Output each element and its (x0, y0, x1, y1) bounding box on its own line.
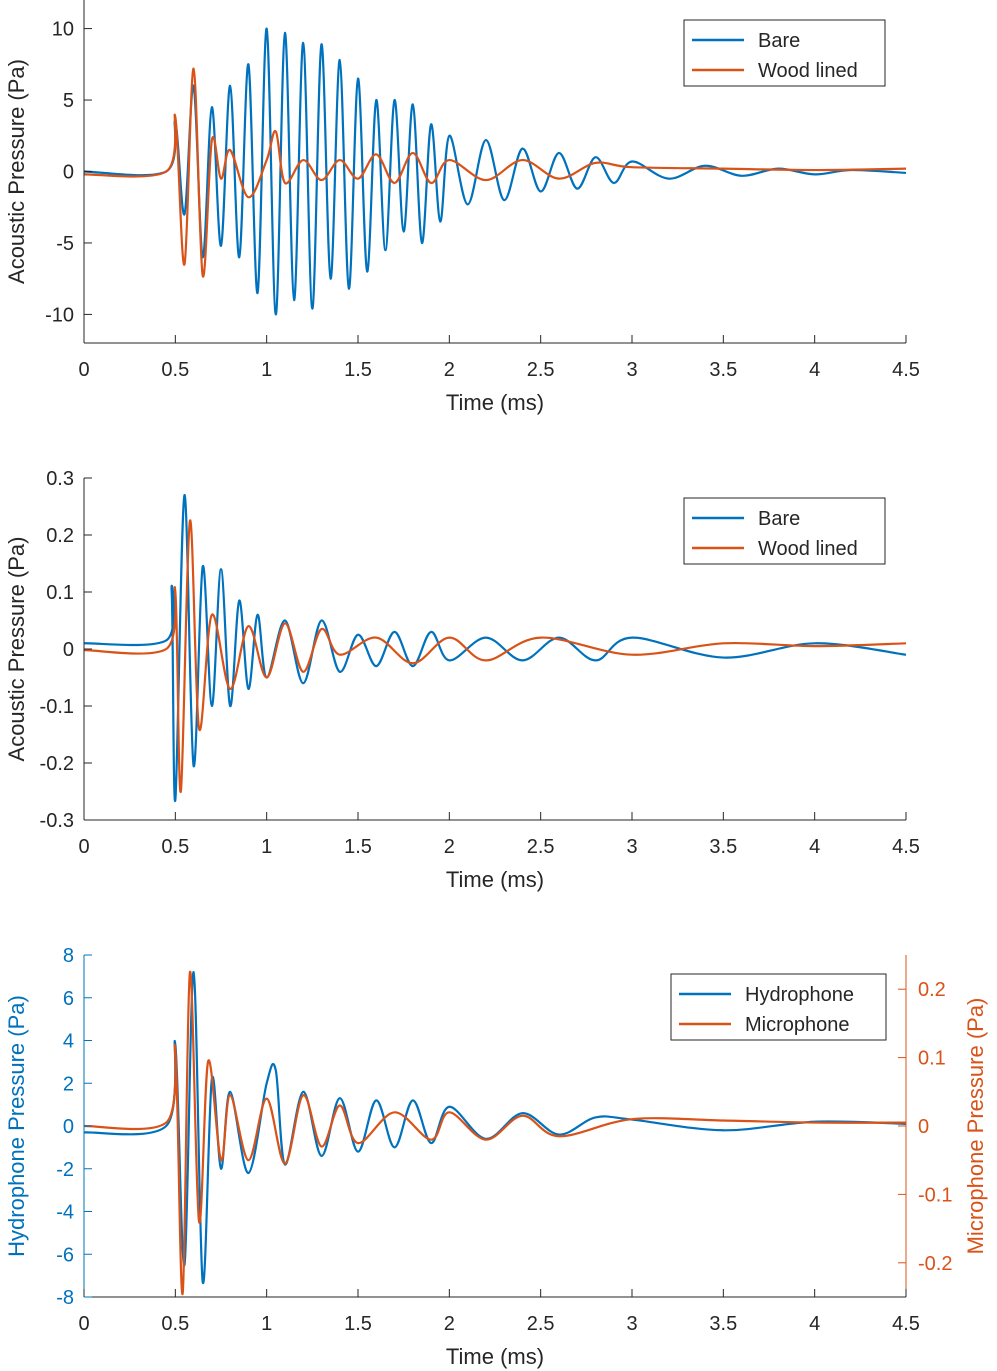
legend-label: Wood lined (758, 538, 858, 560)
x-tick-label: 4.5 (892, 359, 920, 381)
y-tick-label: 8 (63, 945, 74, 967)
x-tick-label: 0.5 (161, 836, 189, 858)
x-tick-label: 4 (809, 836, 820, 858)
legend-label: Microphone (745, 1014, 850, 1036)
y-axis-label: Acoustic Pressure (Pa) (4, 537, 29, 762)
y-tick-label: -6 (56, 1244, 74, 1266)
y-tick-label: 0.1 (46, 582, 74, 604)
y-tick-label: -5 (56, 233, 74, 255)
y-tick-label: 0.2 (46, 525, 74, 547)
legend-box (683, 497, 886, 565)
x-tick-label: 2.5 (527, 1313, 555, 1335)
x-tick-label: 3.5 (709, 836, 737, 858)
series-line-bare (84, 27, 906, 316)
x-axis-label: Time (ms) (446, 1344, 544, 1369)
legend: Hydrophone Microphone (670, 973, 887, 1041)
y-tick-label-right: 0 (918, 1116, 929, 1138)
x-tick-label: 0 (78, 836, 89, 858)
chart-1: 0 0.5 1 1.5 2 2.5 3 3.5 4 4.5 -10 -5 0 5 10 Time (ms) Ac… (4, 0, 920, 415)
legend: Bare Wood lined (683, 19, 886, 87)
x-axis-label: Time (ms) (446, 867, 544, 892)
y-tick-label: -0.2 (40, 753, 74, 775)
x-tick-label: 1.5 (344, 836, 372, 858)
y-tick-label: 0 (63, 639, 74, 661)
y-tick-label: -0.3 (40, 810, 74, 832)
y-tick-label: 5 (63, 90, 74, 112)
y-tick-label: -4 (56, 1202, 74, 1224)
x-tick-label: 3 (626, 1313, 637, 1335)
x-tick-label: 2.5 (527, 836, 555, 858)
y-tick-label-right: 0.2 (918, 979, 946, 1001)
x-tick-label: 3.5 (709, 1313, 737, 1335)
legend-label: Bare (758, 508, 800, 530)
x-tick-label: 3 (626, 359, 637, 381)
x-tick-label: 0.5 (161, 1313, 189, 1335)
x-tick-label: 1.5 (344, 1313, 372, 1335)
y-axis-label: Hydrophone Pressure (Pa) (4, 995, 29, 1257)
x-tick-label: 3 (626, 836, 637, 858)
x-tick-label: 2 (444, 1313, 455, 1335)
y-tick-label: 2 (63, 1073, 74, 1095)
series-line-wood-lined (84, 67, 906, 278)
legend-label: Wood lined (758, 60, 858, 82)
x-tick-label: 2.5 (527, 359, 555, 381)
x-tick-label: 0 (78, 359, 89, 381)
x-tick-label: 0 (78, 1313, 89, 1335)
x-tick-label: 1 (261, 1313, 272, 1335)
y-axis-label-right: Microphone Pressure (Pa) (963, 998, 988, 1255)
x-tick-label: 2 (444, 836, 455, 858)
x-tick-label: 0.5 (161, 359, 189, 381)
y-tick-label: 0.3 (46, 468, 74, 490)
x-tick-label: 4 (809, 1313, 820, 1335)
y-tick-label: 6 (63, 988, 74, 1010)
y-axis-label: Acoustic Pressure (Pa) (4, 59, 29, 284)
legend-box (683, 19, 886, 87)
chart-2: 0 0.5 1 1.5 2 2.5 3 3.5 4 4.5 -0.3 -0.2 -0.1 0 0.1 0.2 0… (4, 468, 920, 892)
y-tick-label: -2 (56, 1159, 74, 1181)
legend: Bare Wood lined (683, 497, 886, 565)
y-tick-label-right: -0.2 (918, 1253, 952, 1275)
y-tick-label: -8 (56, 1287, 74, 1309)
legend-box (670, 973, 887, 1041)
chart-3: 0 0.5 1 1.5 2 2.5 3 3.5 4 4.5 -8 -6 -4 -2 0 2 4 6 8 -0.2 -0.… (4, 945, 988, 1369)
y-tick-label: 0 (63, 162, 74, 184)
y-tick-label-right: 0.1 (918, 1048, 946, 1070)
y-tick-label: 0 (63, 1116, 74, 1138)
x-tick-label: 3.5 (709, 359, 737, 381)
x-tick-label: 4 (809, 359, 820, 381)
y-tick-label: 4 (63, 1031, 74, 1053)
legend-label: Hydrophone (745, 984, 854, 1006)
x-tick-label: 1.5 (344, 359, 372, 381)
y-tick-label-right: -0.1 (918, 1184, 952, 1206)
y-tick-label: 10 (52, 19, 74, 41)
x-axis-label: Time (ms) (446, 390, 544, 415)
x-tick-label: 2 (444, 359, 455, 381)
x-tick-label: 4.5 (892, 1313, 920, 1335)
series-line-wood-lined (84, 519, 906, 793)
y-tick-label: -10 (45, 304, 74, 326)
x-tick-label: 1 (261, 836, 272, 858)
x-tick-label: 1 (261, 359, 272, 381)
x-tick-label: 4.5 (892, 836, 920, 858)
legend-label: Bare (758, 30, 800, 52)
y-tick-label: -0.1 (40, 696, 74, 718)
series-line-microphone (84, 970, 906, 1295)
